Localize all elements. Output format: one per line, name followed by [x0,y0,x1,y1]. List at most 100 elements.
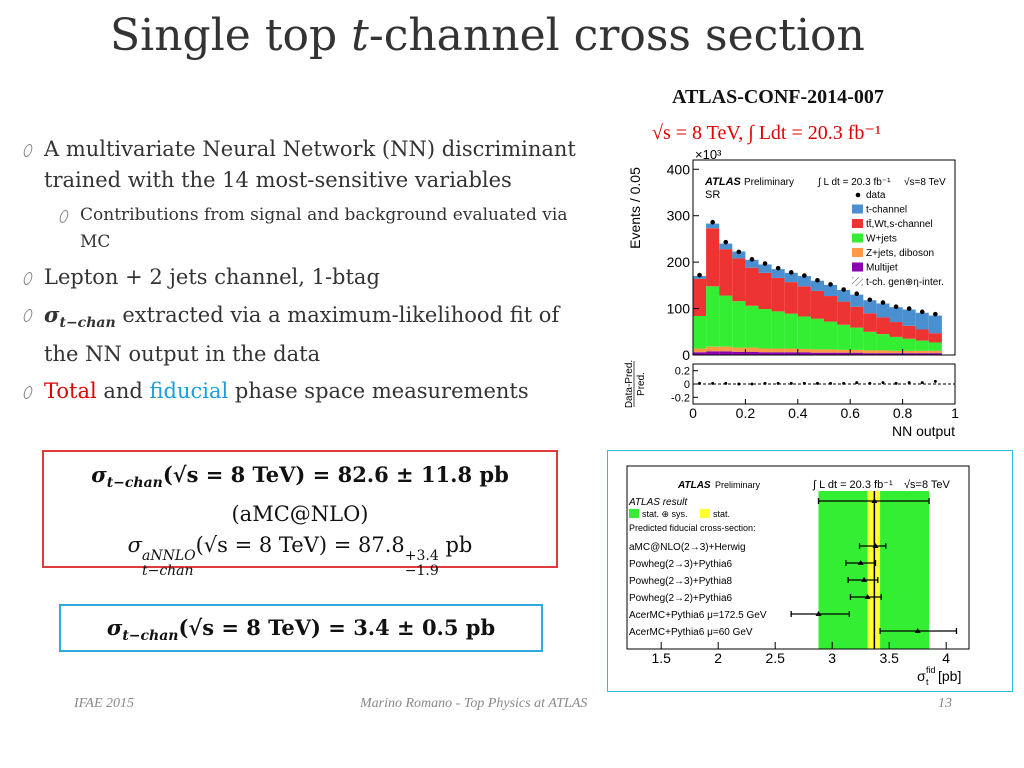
bar-segment [784,352,798,355]
legend-swatch [852,219,863,228]
marker [872,543,879,548]
x-tick-label: 0 [689,405,697,421]
bar-segment [850,306,864,328]
bar-segment [928,342,942,351]
bar-segment [928,333,942,343]
x-tick-label: 3.5 [879,650,899,666]
bar-segment [745,267,759,306]
bar-segment [863,300,877,314]
x-axis-unit: [pb] [938,668,961,684]
title-italic: t [351,10,369,61]
bar-segment [810,352,824,355]
bar-segment [771,311,785,349]
x-tick-label: 4 [942,650,950,666]
bullet: σt−chan extracted via a maximum-likeliho… [20,299,595,370]
bar-segment [850,294,864,307]
bar-segment [732,251,746,259]
legend-label: t-channel [866,205,907,216]
energy: √s=8 TeV [904,176,946,188]
bar-segment [850,327,864,350]
ratio-point [881,381,885,385]
formula-text: (√s = 8 TeV) = 87.8 [195,533,405,558]
bar-segment [784,313,798,349]
subscript: t−chan [59,315,116,332]
y-tick-label: 300 [667,208,691,224]
reference: ATLAS-CONF-2014-007 [672,86,884,108]
bullet-text: Contributions from signal and background… [80,205,568,252]
bullet-text: phase space measurements [228,379,529,404]
bar-segment [837,324,851,350]
bar-segment [693,276,707,279]
status: Preliminary [715,480,761,490]
marker [815,611,822,616]
data-point [762,261,768,266]
x-tick-label: 0.2 [736,405,756,421]
bullet-text: extracted via a maximum-likelihood fit o… [44,303,560,367]
bullet-text: fiducial [149,379,229,404]
bullet: Lepton + 2 jets channel, 1-btag [20,262,595,293]
bar-segment [837,301,851,325]
bar-segment [863,350,877,354]
frame [692,159,956,356]
experiment: ATLAS [677,480,711,491]
bar-segment [758,348,772,353]
bar-segment [693,278,707,316]
data-point [736,249,742,255]
bar-segment [837,349,851,353]
legend-marker [855,192,861,198]
error-up: +3.4 [404,548,439,565]
ratio-y-title: Data-Pred. [624,360,635,408]
bar-segment [863,353,877,355]
bar-segment [745,305,759,348]
total-box: σt−chan(√s = 8 TeV) = 82.6 ± 11.8 pb (aM… [42,450,558,579]
bar-segment [758,309,772,349]
symbol: σ [106,615,123,640]
bullet: Contributions from signal and background… [20,202,595,256]
bar-segment [784,272,798,283]
ratio-point [907,381,911,385]
bar-segment [837,290,851,302]
prediction-label: Powheg(2→3)+Pythia6 [629,559,733,570]
bar-segment [719,351,733,355]
bar-segment [732,258,746,302]
data-point [854,291,860,297]
status: Preliminary [744,177,794,188]
legend-swatch [852,233,863,243]
bar-segment [915,353,929,355]
bar-segment [719,249,733,296]
y-tick-label: 200 [667,254,691,270]
luminosity: ∫ L dt = 20.3 fb⁻¹ [812,479,893,491]
data-point [919,309,925,315]
bullet: A multivariate Neural Network (NN) discr… [20,134,595,196]
bar-segment [745,259,759,268]
bar-segment [758,352,772,355]
bullet-text: Total [44,379,97,404]
data-point [867,297,873,303]
bar-segment [837,352,851,355]
bar-segment [902,350,916,354]
bar-segment [706,286,720,347]
bar-segment [915,312,929,330]
bar-segment [889,353,903,355]
bar-segment [810,318,824,350]
bar-segment [863,331,877,351]
symbol: σ [127,533,142,558]
experiment: ATLAS [704,176,742,188]
bar-segment [693,348,707,353]
legend-swatch [852,248,863,257]
data-point [815,277,820,283]
bar-segment [758,272,772,310]
ratio-point [750,382,754,386]
marker [857,560,864,565]
prediction-label: AcerMC+Pythia6 μ=172.5 GeV [629,610,767,621]
data-point [788,270,794,275]
scripts: aNNLO t−chan [142,549,196,579]
bullet-marker [22,272,34,285]
bar-segment [719,243,733,250]
data-point [723,239,729,245]
bar-segment [876,353,890,355]
bar-segment [824,321,838,350]
bar-segment [732,351,746,355]
bullet-marker [22,144,34,157]
bar-segment [797,348,811,353]
